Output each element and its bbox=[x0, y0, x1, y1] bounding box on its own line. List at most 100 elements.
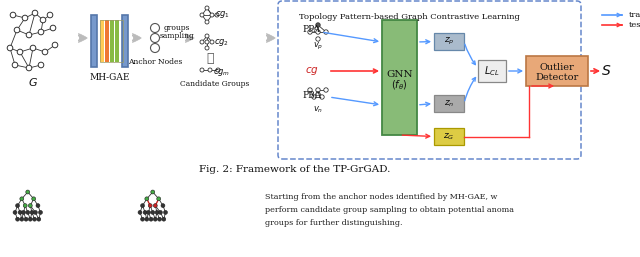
Circle shape bbox=[148, 204, 152, 208]
Text: $(f_{\theta})$: $(f_{\theta})$ bbox=[391, 79, 408, 92]
Circle shape bbox=[154, 204, 157, 208]
Circle shape bbox=[216, 68, 220, 72]
Text: sampling: sampling bbox=[159, 32, 195, 40]
Text: PBA: PBA bbox=[302, 90, 321, 99]
Bar bbox=[434, 128, 464, 145]
Circle shape bbox=[149, 217, 153, 221]
Text: Outlier: Outlier bbox=[540, 63, 574, 72]
Circle shape bbox=[50, 25, 56, 31]
Circle shape bbox=[210, 13, 214, 17]
Circle shape bbox=[205, 34, 209, 38]
Text: Starting from the anchor nodes identified by MH-GAE, w: Starting from the anchor nodes identifie… bbox=[265, 193, 497, 201]
Circle shape bbox=[205, 40, 209, 44]
Circle shape bbox=[145, 217, 148, 221]
Text: Candidate Groups: Candidate Groups bbox=[180, 80, 250, 88]
Text: $cg_1$: $cg_1$ bbox=[216, 8, 230, 20]
Circle shape bbox=[52, 42, 58, 48]
Circle shape bbox=[15, 204, 19, 208]
Text: perform candidate group sampling to obtain potential anoma: perform candidate group sampling to obta… bbox=[265, 206, 514, 214]
Text: Topology Pattern-based Graph Contrastive Learning: Topology Pattern-based Graph Contrastive… bbox=[299, 13, 520, 21]
Circle shape bbox=[316, 88, 320, 92]
Text: $cg_2$: $cg_2$ bbox=[214, 36, 230, 48]
Circle shape bbox=[159, 210, 163, 214]
Circle shape bbox=[147, 210, 150, 214]
Bar bbox=[434, 33, 464, 50]
Text: $S$: $S$ bbox=[601, 64, 611, 78]
Bar bbox=[382, 20, 417, 135]
Circle shape bbox=[47, 12, 53, 18]
Circle shape bbox=[26, 210, 29, 214]
Circle shape bbox=[20, 217, 24, 221]
Circle shape bbox=[26, 190, 29, 194]
Circle shape bbox=[200, 68, 204, 72]
Circle shape bbox=[324, 30, 328, 34]
Circle shape bbox=[205, 20, 209, 24]
Circle shape bbox=[37, 217, 41, 221]
Text: $cg_m$: $cg_m$ bbox=[213, 68, 230, 78]
Bar bbox=[91, 15, 97, 67]
Text: $cg$: $cg$ bbox=[305, 65, 319, 77]
Circle shape bbox=[24, 217, 28, 221]
Bar bbox=[100, 20, 104, 62]
Circle shape bbox=[157, 217, 161, 221]
Circle shape bbox=[22, 210, 26, 214]
Circle shape bbox=[13, 210, 17, 214]
Circle shape bbox=[320, 95, 324, 99]
Circle shape bbox=[150, 43, 159, 52]
Bar bbox=[110, 20, 114, 62]
Circle shape bbox=[316, 30, 320, 34]
Circle shape bbox=[205, 6, 209, 10]
Bar bbox=[115, 20, 119, 62]
Bar bbox=[105, 20, 109, 62]
Circle shape bbox=[154, 217, 157, 221]
Circle shape bbox=[151, 190, 155, 194]
Bar bbox=[100, 20, 123, 62]
Circle shape bbox=[32, 10, 38, 16]
Text: $v_p$: $v_p$ bbox=[313, 40, 323, 52]
Circle shape bbox=[162, 217, 166, 221]
Circle shape bbox=[28, 217, 32, 221]
Circle shape bbox=[208, 68, 212, 72]
Circle shape bbox=[324, 88, 328, 92]
Text: $z_p$: $z_p$ bbox=[444, 36, 454, 47]
Circle shape bbox=[26, 65, 32, 71]
Circle shape bbox=[30, 45, 36, 51]
Circle shape bbox=[7, 45, 13, 51]
Circle shape bbox=[143, 210, 147, 214]
Circle shape bbox=[40, 17, 46, 23]
Bar bbox=[526, 56, 588, 86]
Circle shape bbox=[28, 204, 32, 208]
Bar bbox=[122, 15, 128, 67]
Circle shape bbox=[23, 204, 27, 208]
Circle shape bbox=[138, 210, 142, 214]
Circle shape bbox=[308, 88, 312, 92]
Circle shape bbox=[151, 210, 155, 214]
Text: MH-GAE: MH-GAE bbox=[90, 72, 131, 81]
Circle shape bbox=[38, 62, 44, 68]
Text: Anchor Nodes: Anchor Nodes bbox=[128, 58, 182, 66]
Text: Detector: Detector bbox=[536, 74, 579, 82]
Text: PPA: PPA bbox=[302, 25, 320, 34]
Text: train: train bbox=[629, 11, 640, 19]
Circle shape bbox=[12, 62, 18, 68]
Circle shape bbox=[210, 40, 214, 44]
Circle shape bbox=[145, 197, 148, 201]
Circle shape bbox=[22, 15, 28, 21]
Circle shape bbox=[36, 204, 40, 208]
Text: ⋯: ⋯ bbox=[206, 51, 214, 65]
Text: $z_G$: $z_G$ bbox=[444, 131, 454, 142]
Circle shape bbox=[10, 12, 16, 18]
Circle shape bbox=[20, 197, 24, 201]
Circle shape bbox=[308, 30, 312, 34]
Text: test: test bbox=[629, 21, 640, 29]
Text: $z_n$: $z_n$ bbox=[444, 98, 454, 109]
Circle shape bbox=[15, 217, 19, 221]
Circle shape bbox=[26, 32, 32, 38]
Bar bbox=[434, 95, 464, 112]
Circle shape bbox=[38, 210, 42, 214]
Circle shape bbox=[316, 37, 320, 41]
Circle shape bbox=[150, 33, 159, 42]
Text: groups for further distinguishing.: groups for further distinguishing. bbox=[265, 219, 403, 227]
Circle shape bbox=[157, 197, 161, 201]
Circle shape bbox=[32, 197, 36, 201]
